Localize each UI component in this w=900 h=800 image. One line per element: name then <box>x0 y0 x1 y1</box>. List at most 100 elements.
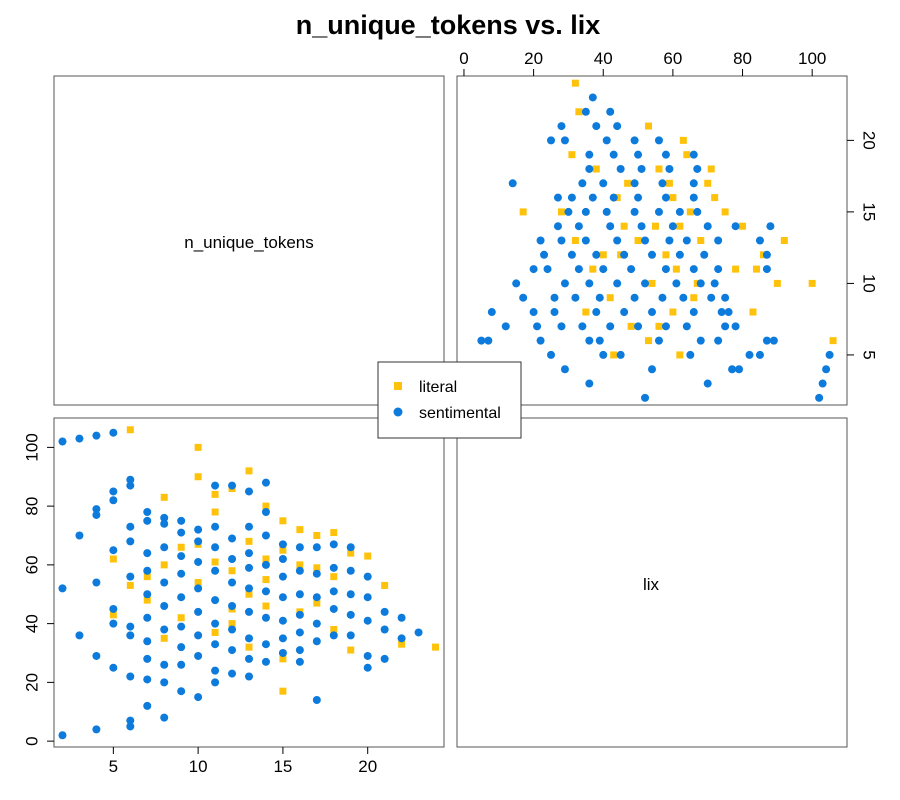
point-sentimental <box>630 293 639 302</box>
point-literal <box>143 573 151 581</box>
point-sentimental <box>630 179 639 188</box>
legend-box <box>377 361 522 439</box>
point-sentimental <box>245 607 253 616</box>
point-sentimental <box>567 250 576 259</box>
y-tick-label-right: 10 <box>860 274 879 293</box>
y-tick-label-right: 5 <box>860 350 879 359</box>
point-sentimental <box>177 528 186 537</box>
point-sentimental <box>211 566 220 575</box>
point-sentimental <box>602 207 611 216</box>
x-tick-label-top: 100 <box>798 49 826 68</box>
panel-frame <box>53 417 445 748</box>
point-sentimental <box>126 622 135 631</box>
point-sentimental <box>585 379 594 388</box>
point-sentimental <box>143 675 152 684</box>
point-sentimental <box>592 308 601 317</box>
point-sentimental <box>508 179 517 188</box>
point-sentimental <box>211 543 220 552</box>
point-sentimental <box>228 481 237 490</box>
point-sentimental <box>762 265 771 274</box>
point-sentimental <box>714 265 723 274</box>
legend-marker-sentimental <box>393 407 403 417</box>
y-tick-label-left: 100 <box>23 433 42 461</box>
point-sentimental <box>329 563 338 572</box>
point-sentimental <box>177 687 186 696</box>
point-literal <box>296 561 304 569</box>
point-sentimental <box>641 393 650 402</box>
point-sentimental <box>363 663 372 672</box>
point-sentimental <box>261 640 270 649</box>
point-literal <box>313 564 321 572</box>
point-sentimental <box>75 631 84 640</box>
point-sentimental <box>278 634 287 643</box>
point-sentimental <box>143 637 152 646</box>
point-sentimental <box>724 308 733 317</box>
point-sentimental <box>613 279 622 288</box>
point-sentimental <box>686 350 695 359</box>
point-sentimental <box>606 322 615 331</box>
point-sentimental <box>261 587 270 596</box>
point-literal <box>575 108 583 116</box>
point-sentimental <box>689 265 698 274</box>
point-sentimental <box>295 646 304 655</box>
x-tick-label-bottom: 15 <box>273 757 292 776</box>
point-literal <box>780 237 788 244</box>
point-sentimental <box>278 649 287 657</box>
point-literal <box>676 351 684 359</box>
point-sentimental <box>762 250 771 259</box>
point-sentimental <box>560 136 569 145</box>
y-tick-label-left: 0 <box>23 736 42 745</box>
point-literal <box>749 308 757 316</box>
point-sentimental <box>689 193 698 202</box>
point-sentimental <box>211 640 220 649</box>
point-sentimental <box>278 616 287 625</box>
point-sentimental <box>126 716 135 725</box>
point-sentimental <box>654 136 663 145</box>
point-sentimental <box>731 322 740 331</box>
point-sentimental <box>261 478 270 487</box>
point-sentimental <box>160 660 169 669</box>
point-literal <box>557 208 565 216</box>
point-sentimental <box>484 336 493 345</box>
point-sentimental <box>620 250 629 259</box>
point-sentimental <box>766 222 775 231</box>
point-sentimental <box>363 572 372 581</box>
point-sentimental <box>109 619 118 628</box>
point-literal <box>109 555 117 563</box>
point-sentimental <box>194 537 203 546</box>
point-sentimental <box>109 663 118 672</box>
point-sentimental <box>160 713 169 722</box>
point-literal <box>279 655 287 663</box>
x-tick-label-top: 60 <box>663 49 682 68</box>
point-sentimental <box>312 543 321 552</box>
point-sentimental <box>637 222 646 231</box>
point-sentimental <box>109 496 118 505</box>
point-sentimental <box>126 631 135 640</box>
point-sentimental <box>571 293 580 302</box>
point-sentimental <box>245 654 253 663</box>
point-literal <box>665 179 673 187</box>
point-sentimental <box>634 150 643 159</box>
point-sentimental <box>693 164 702 173</box>
point-sentimental <box>637 164 646 173</box>
point-literal <box>606 294 614 302</box>
point-sentimental <box>540 250 549 259</box>
point-sentimental <box>194 557 203 566</box>
point-sentimental <box>825 350 834 359</box>
x-tick-label-top: 40 <box>594 49 613 68</box>
point-literal <box>211 628 219 636</box>
point-sentimental <box>557 322 566 331</box>
point-sentimental <box>109 487 118 496</box>
point-sentimental <box>295 628 304 637</box>
legend-label-literal: literal <box>419 379 457 396</box>
point-sentimental <box>679 293 688 302</box>
point-sentimental <box>547 350 556 359</box>
point-literal <box>739 222 747 230</box>
point-literal <box>651 222 659 230</box>
point-literal <box>752 265 760 273</box>
x-tick-label-bottom: 20 <box>358 757 377 776</box>
point-sentimental <box>654 207 663 216</box>
point-literal <box>571 79 579 87</box>
point-sentimental <box>211 596 220 605</box>
point-sentimental <box>661 322 670 331</box>
